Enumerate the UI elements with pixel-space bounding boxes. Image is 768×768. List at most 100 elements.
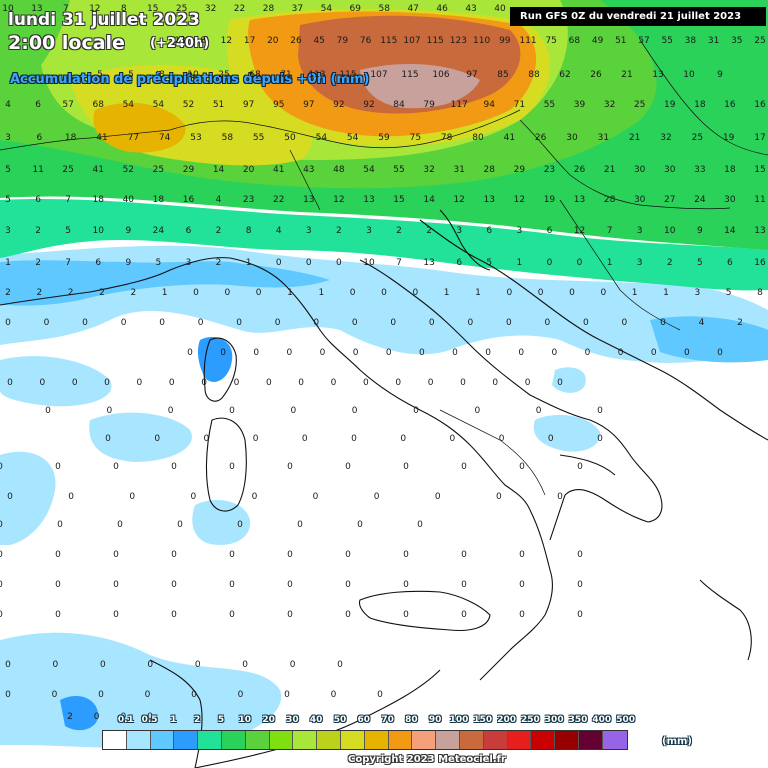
precip-value: 3 <box>516 226 523 236</box>
precip-value: 0 <box>301 434 308 444</box>
precip-value: 0 <box>337 660 343 670</box>
precip-value: 13 <box>303 195 315 205</box>
precip-value: 0 <box>684 348 690 358</box>
precip-value: 0 <box>336 258 342 268</box>
precip-value: 58 <box>221 133 234 143</box>
legend-swatch <box>602 731 627 749</box>
precip-value: 5 <box>5 195 11 205</box>
precip-value: 0 <box>39 378 46 388</box>
precip-value: 30 <box>724 195 736 205</box>
precip-value: 110 <box>473 36 491 46</box>
precip-value: 0 <box>194 660 201 670</box>
precip-value: 23 <box>543 165 556 175</box>
precip-value: 0 <box>168 378 175 388</box>
precip-value: 92 <box>363 100 375 110</box>
precip-value: 0 <box>577 580 583 590</box>
precip-value: 1 <box>606 258 613 268</box>
precip-value: 0 <box>427 378 434 388</box>
precip-value: 0 <box>253 348 260 358</box>
precip-value: 3 <box>636 226 643 236</box>
precip-value: 0 <box>0 610 3 620</box>
precip-value: 0 <box>330 690 337 700</box>
precip-value: 4 <box>698 318 705 328</box>
precip-value: 85 <box>497 70 509 80</box>
precip-value: 18 <box>64 133 77 143</box>
precip-value: 0 <box>551 348 558 358</box>
precip-value: 54 <box>320 4 333 14</box>
precip-value: 9 <box>125 226 132 236</box>
coastlines <box>0 209 768 768</box>
precip-value: 1 <box>245 258 252 268</box>
precip-value: 7 <box>396 258 402 268</box>
precip-value: 6 <box>486 226 493 236</box>
patch-south-west <box>0 451 56 545</box>
copyright: Copyright 2023 Meteociel.fr <box>348 754 506 765</box>
patch-adriatic <box>552 367 586 393</box>
precip-value: 8 <box>200 36 207 46</box>
patch-albania <box>650 316 768 363</box>
precip-value: 22 <box>233 4 246 14</box>
precip-value: 58 <box>378 4 390 14</box>
precip-value: 14 <box>423 195 435 205</box>
precip-value: 16 <box>754 258 766 268</box>
precip-value: 32 <box>204 4 217 14</box>
precip-value: 6 <box>456 258 463 268</box>
precip-value: 0 <box>290 406 297 416</box>
precip-value: 0 <box>229 580 235 590</box>
precip-value: 29 <box>182 165 195 175</box>
precip-value: 0 <box>485 348 491 358</box>
precip-value: 77 <box>127 133 140 143</box>
precip-value: 5 <box>97 70 103 80</box>
precip-value: 0 <box>428 318 435 328</box>
precip-value: 32 <box>660 133 672 143</box>
precip-value: 32 <box>423 165 435 175</box>
legend-swatch <box>340 731 365 749</box>
precip-value: 7 <box>65 195 72 205</box>
precip-value: 115 <box>339 70 357 80</box>
precip-value: 113 <box>308 70 326 80</box>
precip-value: 25 <box>218 70 230 80</box>
precip-value: 31 <box>707 36 720 46</box>
precip-value: 123 <box>449 36 467 46</box>
precip-value: 0 <box>229 550 235 560</box>
precip-value: 0 <box>547 434 554 444</box>
forecast-lead-time: (+240h) <box>150 36 210 51</box>
precip-value: 0 <box>0 550 3 560</box>
precip-value: 0 <box>452 348 458 358</box>
legend-swatch <box>459 731 484 749</box>
precip-value: 0 <box>569 288 575 298</box>
precip-value: 9 <box>125 258 132 268</box>
precip-value: 0 <box>345 610 351 620</box>
precip-value: 1 <box>663 288 669 298</box>
color-legend <box>102 730 628 750</box>
precip-value: 5 <box>486 258 493 268</box>
precip-value: 24 <box>152 226 165 236</box>
precip-value: 0 <box>224 288 231 298</box>
precip-value: 0 <box>363 378 369 388</box>
precip-value: 0 <box>229 610 235 620</box>
precip-value: 0 <box>45 406 51 416</box>
precip-value: 0 <box>305 258 312 268</box>
precip-value: 6 <box>36 133 43 143</box>
precip-value: 0 <box>297 520 303 530</box>
precip-value: 0 <box>98 690 104 700</box>
precip-value: 0 <box>461 462 467 472</box>
forecast-local-time: 2:00 locale <box>8 32 125 54</box>
precip-value: 0 <box>287 610 293 620</box>
precip-value: 94 <box>483 100 495 110</box>
precip-value: 8 <box>120 4 127 14</box>
precip-value: 0 <box>519 580 525 590</box>
precip-value: 0 <box>144 690 151 700</box>
precip-value: 99 <box>499 36 511 46</box>
precip-value: 38 <box>684 36 697 46</box>
precip-value: 0 <box>7 492 13 502</box>
precip-value: 25 <box>175 4 188 14</box>
precip-value: 0 <box>201 378 207 388</box>
precip-value: 0 <box>584 348 591 358</box>
precip-value: 0 <box>106 406 113 416</box>
precip-value: 0 <box>650 348 657 358</box>
patch-corsica <box>197 336 233 382</box>
precip-value: 0 <box>460 378 466 388</box>
precip-value: 0 <box>236 318 243 328</box>
